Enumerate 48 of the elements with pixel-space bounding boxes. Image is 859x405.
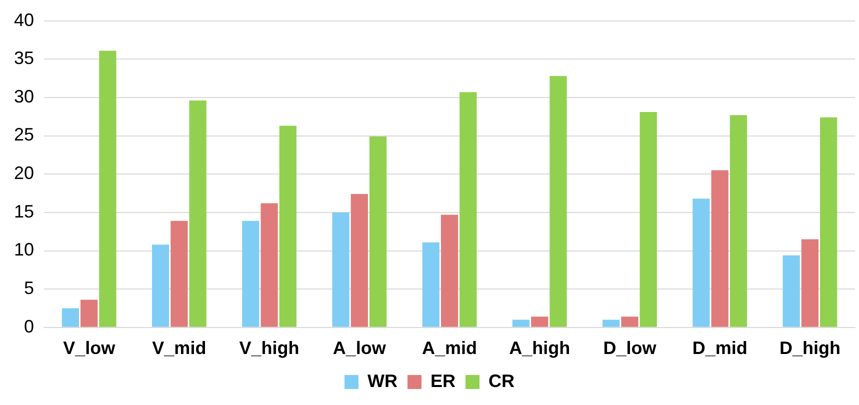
x-tick-label: D_high [779, 338, 840, 358]
x-tick-label: V_low [63, 338, 116, 358]
bar [369, 136, 387, 327]
bar [460, 92, 477, 327]
bar [512, 320, 530, 327]
y-tick-label: 10 [14, 240, 34, 260]
bar [170, 220, 188, 327]
bar [640, 112, 657, 327]
bar [531, 316, 548, 327]
bar [730, 115, 748, 327]
y-tick-label: 30 [14, 86, 34, 106]
y-tick-label: 0 [24, 316, 34, 336]
legend-label: ER [430, 370, 456, 391]
bar [602, 320, 620, 327]
bar [99, 50, 116, 327]
bar [820, 117, 838, 327]
bar [350, 194, 368, 327]
y-tick-label: 25 [14, 124, 34, 145]
y-tick-label: 40 [14, 10, 34, 30]
bar [189, 100, 206, 327]
bar [80, 300, 98, 327]
x-tick-label: V_high [239, 338, 300, 358]
x-tick-label: A_mid [422, 338, 478, 358]
bar [440, 214, 458, 327]
x-tick-label: A_low [332, 338, 387, 358]
bar [422, 242, 440, 327]
bar [621, 316, 638, 327]
bar [279, 126, 296, 327]
bar [692, 198, 710, 327]
x-tick-label: V_mid [152, 338, 206, 358]
bar [62, 308, 80, 327]
y-tick-label: 15 [14, 201, 34, 222]
bar [152, 244, 170, 327]
bar [801, 239, 819, 327]
legend-label: WR [368, 370, 398, 391]
y-tick-label: 35 [14, 48, 34, 68]
bar [260, 203, 278, 327]
x-tick-label: D_low [603, 338, 658, 358]
bar [332, 212, 350, 327]
bar [242, 220, 260, 327]
bar [550, 76, 567, 327]
y-tick-label: 5 [24, 278, 34, 298]
x-tick-label: A_high [509, 338, 570, 358]
y-tick-label: 20 [14, 163, 34, 184]
x-tick-label: D_mid [692, 338, 748, 358]
legend-label: CR [488, 370, 514, 391]
bar [711, 170, 728, 327]
bar [782, 255, 800, 327]
